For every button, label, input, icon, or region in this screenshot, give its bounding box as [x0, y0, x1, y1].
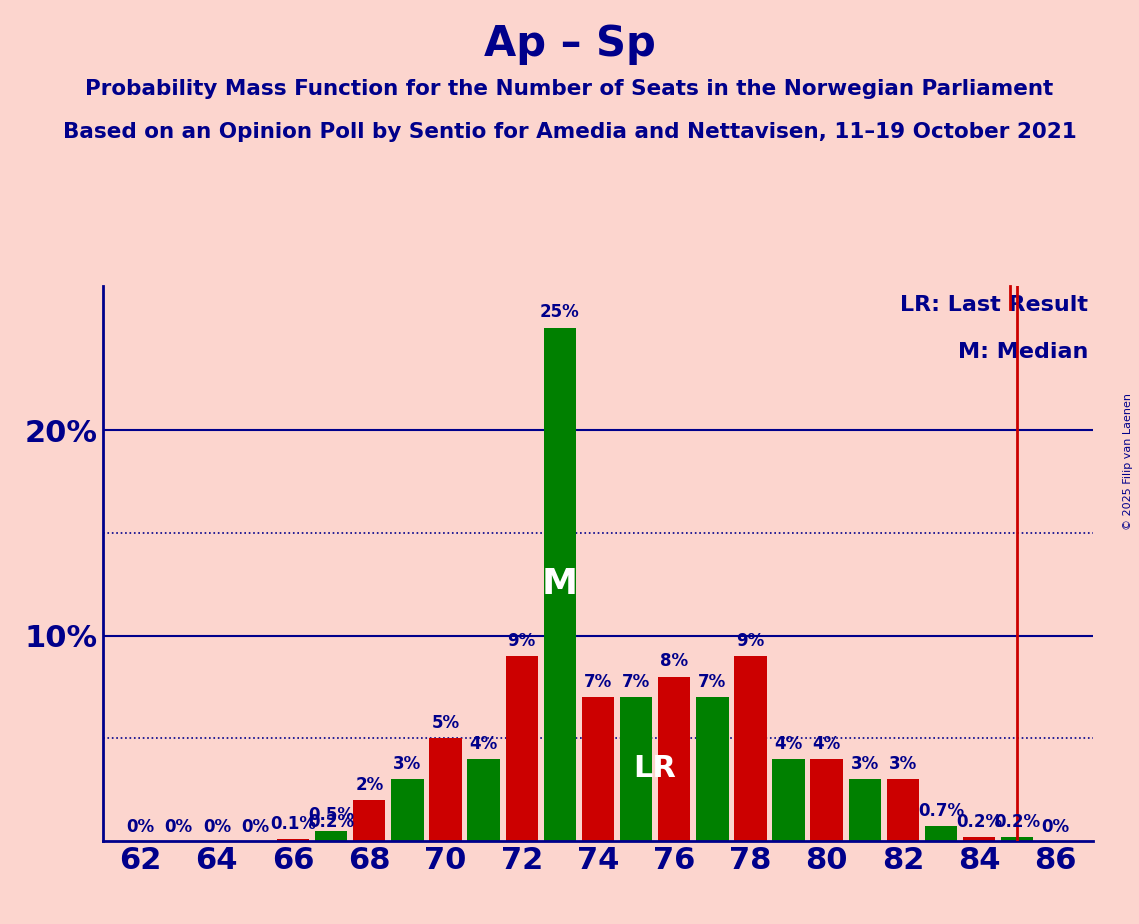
- Bar: [543, 327, 576, 841]
- Text: 2%: 2%: [355, 775, 384, 794]
- Bar: [735, 656, 767, 841]
- Text: 3%: 3%: [393, 755, 421, 773]
- Text: 7%: 7%: [584, 673, 612, 691]
- Bar: [1001, 837, 1033, 841]
- Text: 0.2%: 0.2%: [309, 812, 354, 831]
- Text: 5%: 5%: [432, 714, 460, 732]
- Bar: [886, 779, 919, 841]
- Text: 4%: 4%: [469, 735, 498, 752]
- Text: 0%: 0%: [165, 818, 192, 835]
- Bar: [849, 779, 880, 841]
- Text: 0%: 0%: [203, 818, 231, 835]
- Text: 4%: 4%: [812, 735, 841, 752]
- Bar: [696, 697, 729, 841]
- Text: 3%: 3%: [851, 755, 879, 773]
- Bar: [620, 697, 653, 841]
- Bar: [582, 697, 614, 841]
- Text: 25%: 25%: [540, 303, 580, 322]
- Bar: [925, 826, 957, 841]
- Text: 0.2%: 0.2%: [994, 812, 1040, 831]
- Bar: [429, 738, 461, 841]
- Text: © 2025 Filip van Laenen: © 2025 Filip van Laenen: [1123, 394, 1133, 530]
- Bar: [316, 831, 347, 841]
- Bar: [316, 837, 347, 841]
- Text: 9%: 9%: [736, 632, 764, 650]
- Bar: [506, 656, 538, 841]
- Bar: [772, 759, 805, 841]
- Text: 0.7%: 0.7%: [918, 802, 964, 821]
- Text: 0%: 0%: [240, 818, 269, 835]
- Bar: [658, 676, 690, 841]
- Text: 0.5%: 0.5%: [309, 807, 354, 824]
- Bar: [467, 759, 500, 841]
- Text: 3%: 3%: [888, 755, 917, 773]
- Text: 0.1%: 0.1%: [270, 815, 317, 833]
- Text: Ap – Sp: Ap – Sp: [484, 23, 655, 65]
- Text: M: Median: M: Median: [958, 342, 1089, 362]
- Text: 7%: 7%: [698, 673, 727, 691]
- Text: LR: LR: [633, 755, 677, 784]
- Bar: [962, 837, 995, 841]
- Bar: [353, 800, 385, 841]
- Text: 4%: 4%: [775, 735, 803, 752]
- Text: Based on an Opinion Poll by Sentio for Amedia and Nettavisen, 11–19 October 2021: Based on an Opinion Poll by Sentio for A…: [63, 122, 1076, 142]
- Text: Probability Mass Function for the Number of Seats in the Norwegian Parliament: Probability Mass Function for the Number…: [85, 79, 1054, 99]
- Text: LR: Last Result: LR: Last Result: [901, 295, 1089, 315]
- Bar: [277, 839, 310, 841]
- Text: 9%: 9%: [508, 632, 535, 650]
- Text: M: M: [542, 567, 577, 602]
- Text: 0.2%: 0.2%: [956, 812, 1002, 831]
- Text: 8%: 8%: [661, 652, 688, 671]
- Text: 0%: 0%: [1041, 818, 1070, 835]
- Bar: [391, 779, 424, 841]
- Text: 7%: 7%: [622, 673, 650, 691]
- Bar: [811, 759, 843, 841]
- Text: 0%: 0%: [126, 818, 155, 835]
